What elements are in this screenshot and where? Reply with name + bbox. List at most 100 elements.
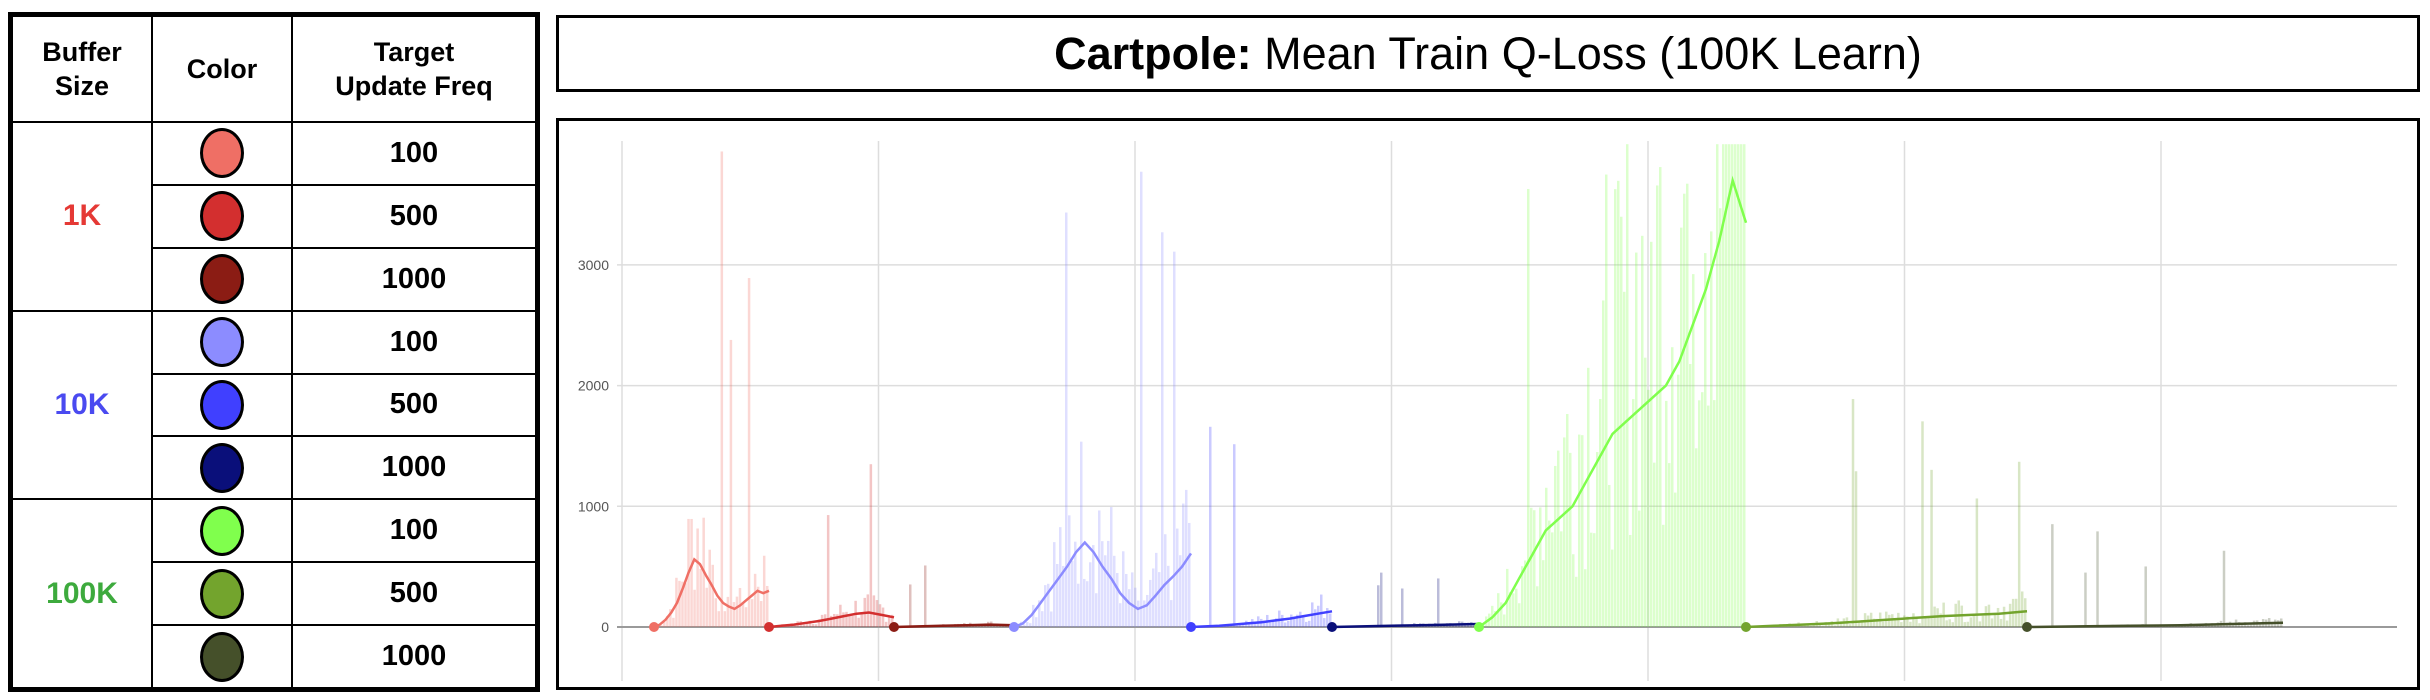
noise-bar xyxy=(1248,623,1251,627)
noise-bar xyxy=(1839,621,1843,627)
noise-bar xyxy=(1578,434,1581,627)
noise-bar xyxy=(1536,586,1539,627)
noise-bar xyxy=(1170,600,1173,627)
noise-bar xyxy=(1188,522,1191,627)
noise-bar xyxy=(1900,622,1903,627)
noise-bar xyxy=(1068,515,1071,627)
noise-bar xyxy=(1284,622,1287,627)
noise-bar xyxy=(2246,625,2250,627)
freq-cell: 1000 xyxy=(291,246,537,312)
noise-bar xyxy=(826,515,830,627)
noise-bar xyxy=(890,614,894,627)
noise-bar xyxy=(1071,560,1074,627)
noise-bar xyxy=(2258,623,2262,627)
noise-bar xyxy=(1809,625,1812,627)
freq-cell: 1000 xyxy=(291,624,537,689)
noise-bar xyxy=(1320,594,1323,627)
group-label-100k: 100K xyxy=(11,498,153,689)
noise-bar xyxy=(2186,625,2190,627)
noise-bar xyxy=(1608,484,1611,627)
series-start-point xyxy=(1474,622,1484,632)
noise-bar xyxy=(1924,617,1927,627)
noise-bar xyxy=(1996,607,2000,627)
noise-bar xyxy=(1599,398,1602,627)
legend-table: Buffer Size Color Target Update Freq 1K … xyxy=(8,12,540,692)
y-tick-label: 2000 xyxy=(578,378,609,394)
noise-bar xyxy=(1086,581,1089,627)
noise-bar xyxy=(1659,167,1662,627)
loss-chart: 0 1000 2000 3000 xyxy=(578,141,2397,681)
noise-bar xyxy=(860,613,863,627)
swatch-cell xyxy=(151,309,293,375)
noise-bar xyxy=(1791,625,1794,627)
freq-cell: 1000 xyxy=(291,435,537,501)
chart-panel: 0 1000 2000 3000 xyxy=(556,118,2420,690)
noise-bar xyxy=(1317,605,1320,627)
noise-bar xyxy=(708,549,711,627)
noise-bar xyxy=(829,615,833,627)
noise-bar xyxy=(1074,541,1077,627)
header-color: Color xyxy=(151,15,293,123)
noise-bar xyxy=(1731,144,1734,627)
noise-bar xyxy=(1945,620,1948,627)
noise-bar xyxy=(1146,594,1149,627)
noise-bar xyxy=(1647,389,1650,627)
noise-bar xyxy=(1963,622,1967,627)
swatch-cell xyxy=(151,435,293,501)
noise-bar xyxy=(1116,573,1119,627)
noise-bar xyxy=(705,587,708,627)
noise-bar xyxy=(1164,534,1167,627)
noise-bar xyxy=(1605,174,1608,627)
series-line xyxy=(1013,540,1193,629)
noise-bar xyxy=(1737,144,1740,627)
noise-bar xyxy=(1875,618,1879,627)
noise-bar xyxy=(1545,487,1548,627)
noise-bar xyxy=(2270,622,2274,627)
noise-bar xyxy=(1101,541,1104,627)
noise-bar xyxy=(1566,414,1569,627)
noise-bar xyxy=(2192,625,2196,627)
swatch-cell xyxy=(151,183,293,249)
series-start-point xyxy=(649,622,659,632)
swatch-circle xyxy=(200,442,244,493)
chart-title-bold: Cartpole: xyxy=(1054,28,1252,79)
noise-bar xyxy=(1584,569,1587,627)
noise-bar xyxy=(1611,549,1614,627)
noise-bar xyxy=(1743,144,1746,627)
noise-bar xyxy=(1975,498,1979,627)
noise-bar xyxy=(1981,615,1985,627)
noise-bar xyxy=(1728,144,1731,627)
noise-bar xyxy=(726,596,730,627)
noise-bar xyxy=(1161,232,1164,627)
noise-bar xyxy=(732,602,736,627)
noise-bar xyxy=(2008,603,2012,627)
noise-bar xyxy=(1930,469,1933,627)
noise-bar xyxy=(660,625,663,627)
noise-bar xyxy=(1713,400,1716,627)
noise-bar xyxy=(1056,564,1059,627)
noise-bar xyxy=(1104,555,1107,627)
series-start-point xyxy=(764,622,774,632)
noise-bar xyxy=(1596,452,1599,627)
swatch-circle xyxy=(200,505,244,556)
noise-bar xyxy=(1263,620,1266,627)
noise-bar xyxy=(1951,622,1954,627)
noise-bar xyxy=(1939,613,1942,627)
header-buffer-size: Buffer Size xyxy=(11,15,153,123)
noise-bar xyxy=(1894,618,1897,627)
noise-bar xyxy=(1560,531,1563,627)
noise-bar xyxy=(1653,462,1656,627)
series-start-point xyxy=(1186,622,1196,632)
swatch-cell xyxy=(151,372,293,438)
noise-bar xyxy=(1872,618,1876,627)
noise-bar xyxy=(1032,604,1035,627)
noise-bar xyxy=(848,615,851,627)
noise-bar xyxy=(1023,624,1026,627)
noise-bar xyxy=(2096,531,2099,627)
noise-bar xyxy=(1254,622,1257,627)
noise-bar xyxy=(884,621,888,627)
noise-bar xyxy=(1581,435,1584,627)
noise-bar xyxy=(1281,614,1284,627)
noise-bar xyxy=(1563,437,1566,627)
noise-bar xyxy=(750,599,754,627)
